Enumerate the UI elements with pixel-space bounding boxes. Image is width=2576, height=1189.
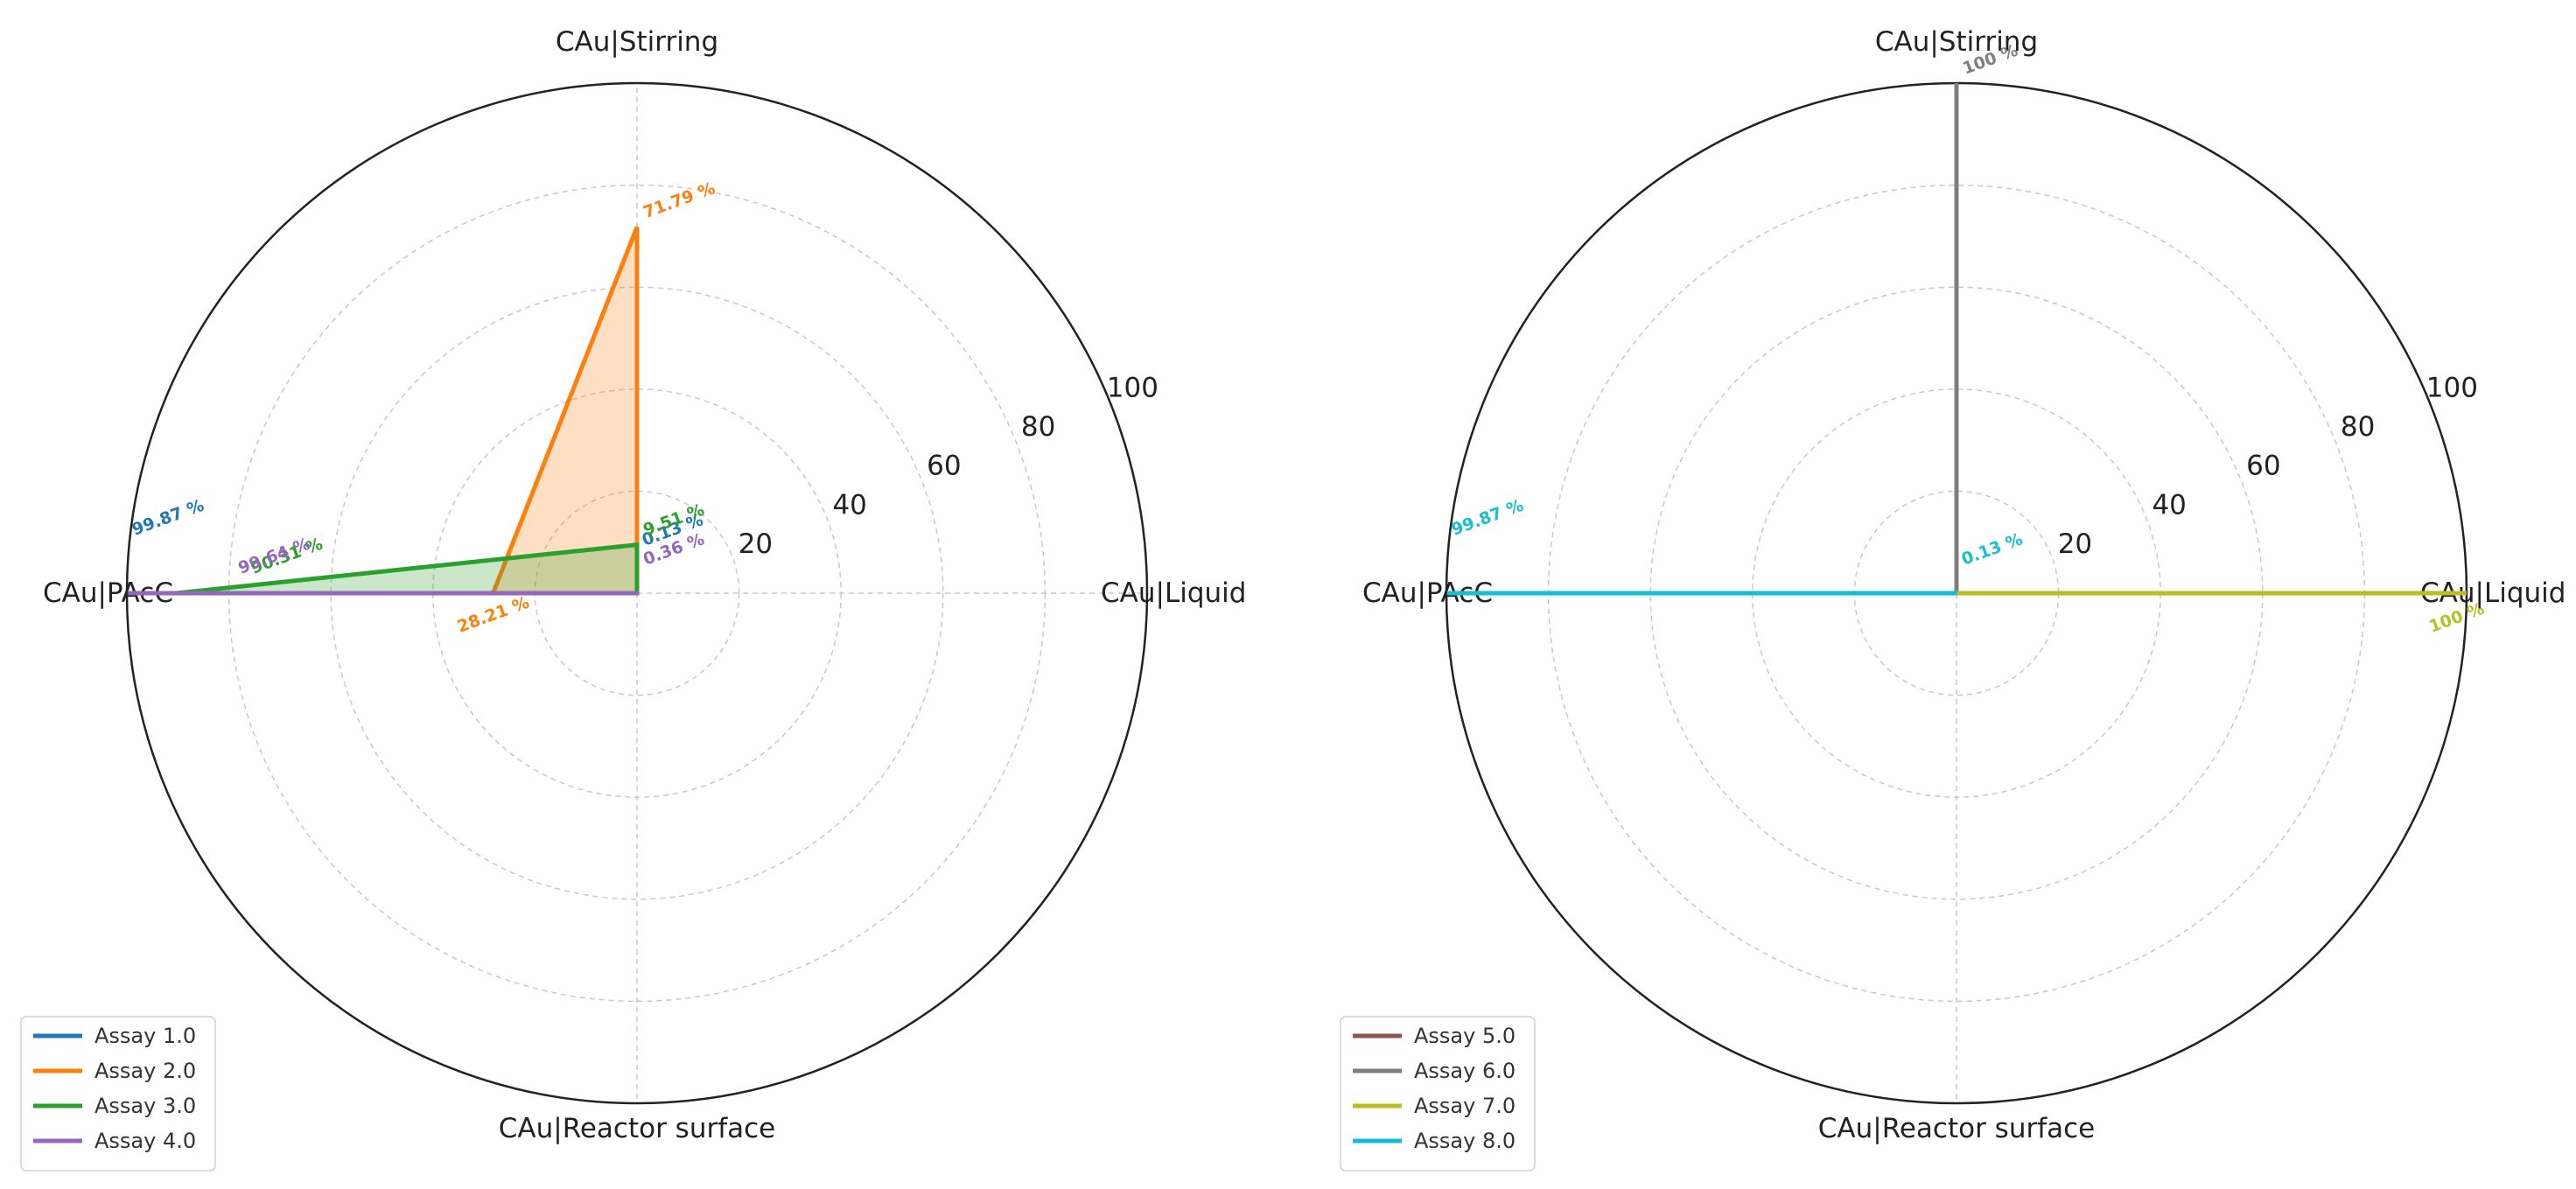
legend-box [1340,1016,1536,1172]
radar-chart-right: 20406080100CAu|StirringCAu|LiquidCAu|Rea… [1340,26,2566,1172]
legend: Assay 1.0 Assay 2.0 Assay 3.0 Assay 4.0 [20,1016,216,1172]
r-tick-label: 80 [1021,411,1055,443]
axis-label: CAu|Stirring [1875,26,2038,58]
r-tick-label: 60 [927,451,961,482]
grid-circle [330,286,944,900]
r-tick-label: 80 [2341,411,2375,443]
legend-entry: Assay 6.0 [1414,1059,1516,1083]
legend-entry: Assay 7.0 [1414,1094,1516,1118]
axis-label: CAu|Stirring [556,26,718,58]
polar-frame [125,81,1149,1105]
legend-entry: Assay 5.0 [1414,1024,1516,1048]
legend: Assay 5.0 Assay 6.0 Assay 7.0 Assay 8.0 [1340,1016,1536,1172]
legend-entry: Assay 8.0 [1414,1129,1516,1153]
radar-chart-left: 20 40 60 80 100 CAu|Stirring CAu|Liquid CAu|Rea… [20,26,1246,1172]
r-tick-label: 40 [832,489,866,521]
data-label: 0.13 % [1959,529,2026,569]
legend-entry: Assay 1.0 [94,1024,196,1048]
data-label: 99.87 % [130,496,206,540]
axis-label: CAu|Reactor surface [499,1113,776,1144]
data-label: 99.87 % [1449,496,1526,540]
legend-entry: Assay 4.0 [94,1129,196,1153]
series-polygon [489,226,640,596]
data-label: 28.21 % [455,593,532,637]
r-tick-label: 20 [738,528,773,560]
legend-entry: Assay 3.0 [94,1094,196,1118]
axis-label: CAu|Liquid [1101,577,1246,609]
data-label: 99.64 % [235,535,312,578]
series-group [127,226,640,596]
axis-label: CAu|Reactor surface [1818,1113,2096,1144]
data-labels: 100 %100 %0.13 %99.87 % [1449,41,2487,637]
r-tick-label: 40 [2152,489,2186,521]
r-tick-label: 20 [2058,528,2092,560]
series-group [1446,82,2468,596]
legend-entry: Assay 2.0 [94,1059,196,1083]
r-tick-label: 100 [1107,372,1158,403]
r-tick-label: 60 [2246,451,2280,482]
legend-box [20,1016,216,1172]
r-tick-label: 100 [2426,372,2478,403]
